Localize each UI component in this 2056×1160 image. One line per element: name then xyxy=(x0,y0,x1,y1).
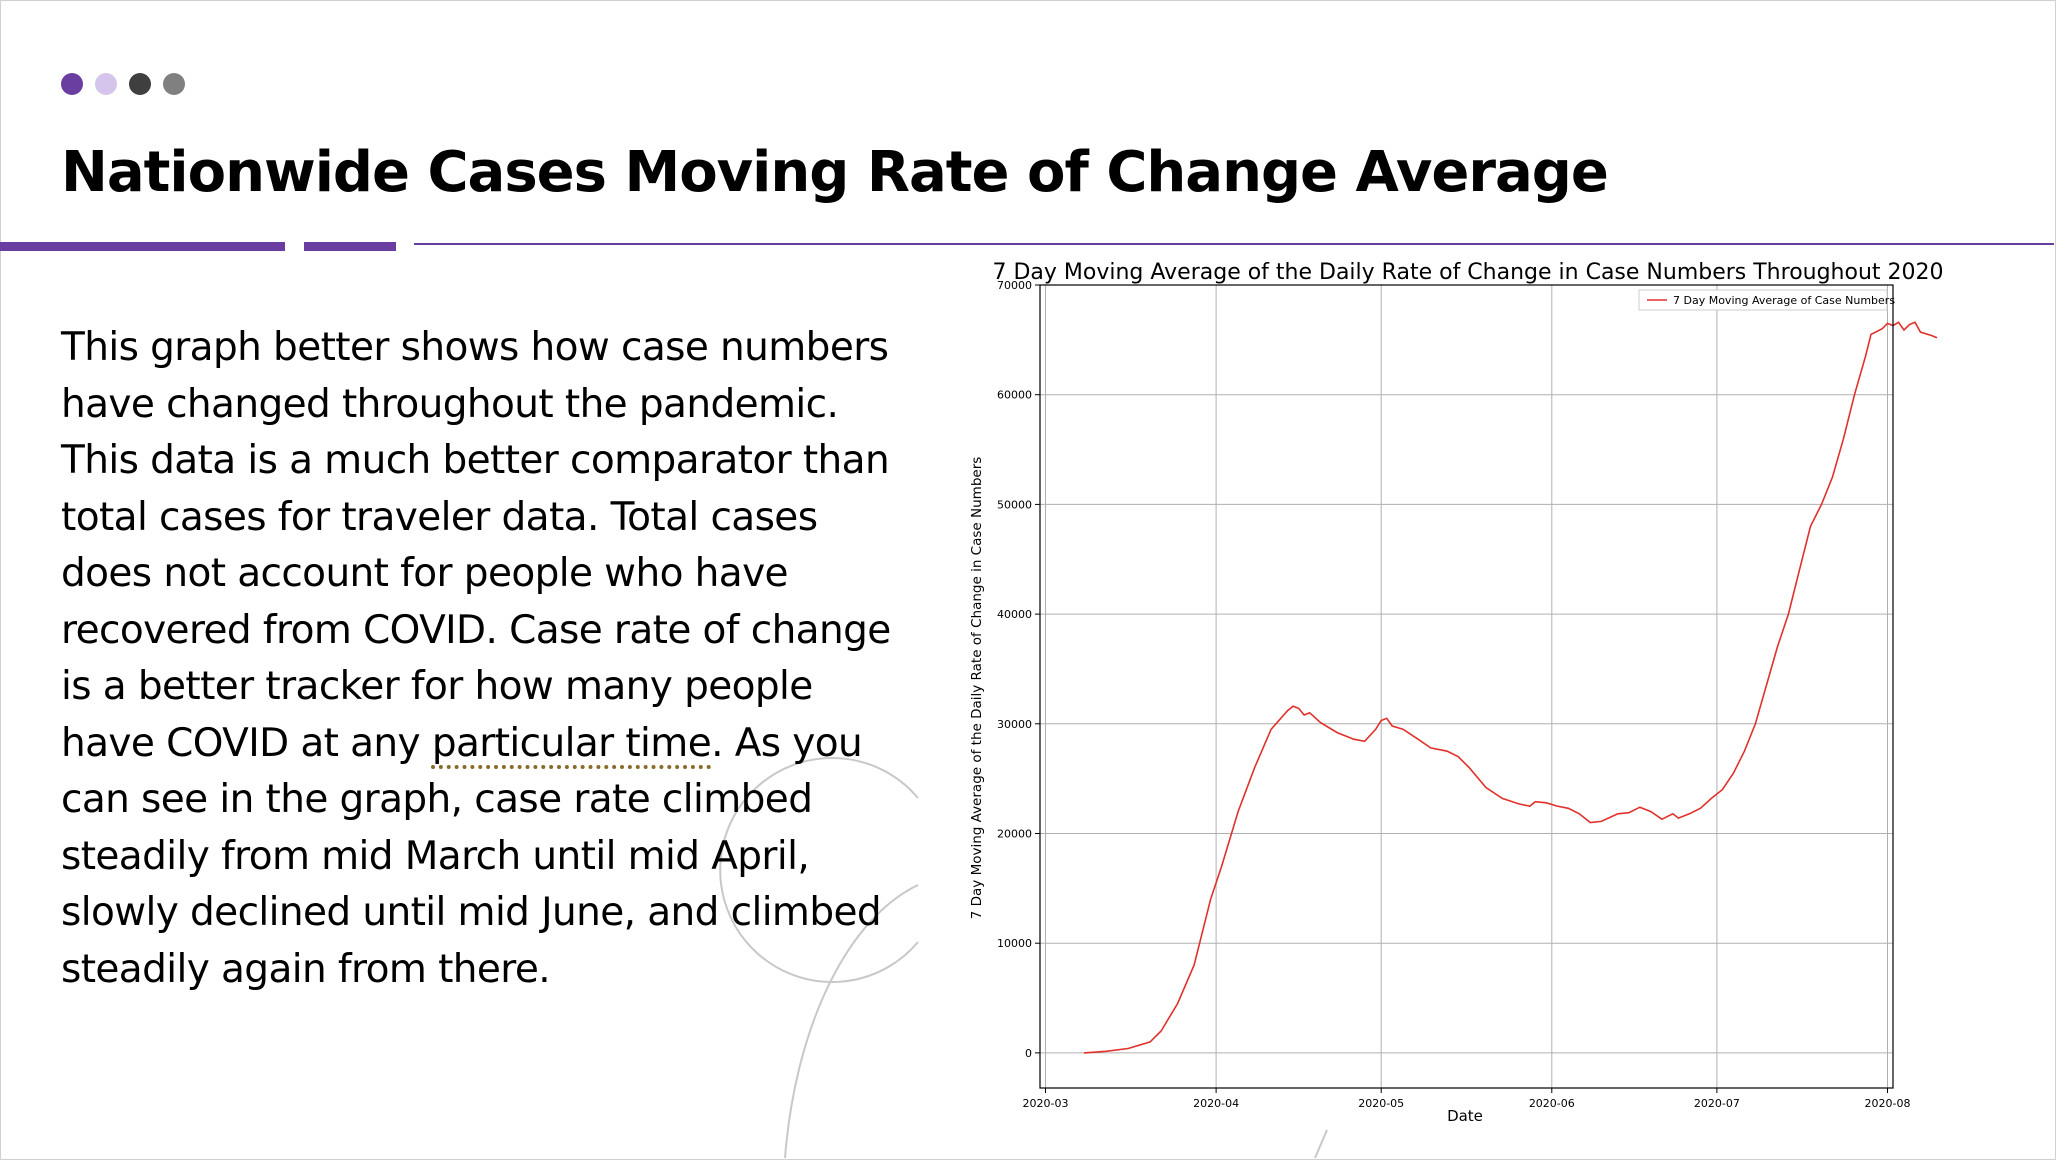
y-tick-label: 20000 xyxy=(997,827,1032,840)
legend-label: 7 Day Moving Average of Case Numbers xyxy=(1673,294,1895,307)
x-tick-label: 2020-08 xyxy=(1865,1097,1911,1110)
y-tick-label: 30000 xyxy=(997,718,1032,731)
accent-rule xyxy=(414,243,2054,245)
slide-body-text: This graph better shows how case numbers… xyxy=(61,320,901,998)
x-tick-label: 2020-05 xyxy=(1358,1097,1404,1110)
y-tick-label: 50000 xyxy=(997,498,1032,511)
chart-grid xyxy=(1040,284,1893,1088)
dot-4 xyxy=(163,73,185,95)
legend-box xyxy=(1638,289,1888,311)
body-text-part-2: . As you can see in the graph, case rate… xyxy=(61,720,882,992)
dot-1 xyxy=(61,73,83,95)
x-tick-label: 2020-04 xyxy=(1193,1097,1239,1110)
dot-3 xyxy=(129,73,151,95)
x-tick-label: 2020-07 xyxy=(1694,1097,1740,1110)
x-tick-label: 2020-03 xyxy=(1023,1097,1069,1110)
accent-bar-1 xyxy=(0,242,285,251)
chart-legend: 7 Day Moving Average of Case Numbers xyxy=(1638,289,1895,311)
series-line-case-rate xyxy=(1083,321,1938,1054)
dot-2 xyxy=(95,73,117,95)
y-axis-ticks: 0 10000 20000 30000 40000 50000 60000 70000 xyxy=(997,279,1040,1060)
x-tick-label: 2020-06 xyxy=(1529,1097,1575,1110)
slide-title: Nationwide Cases Moving Rate of Change A… xyxy=(61,140,1609,205)
plot-area xyxy=(1039,284,1894,1089)
chart-title: 7 Day Moving Average of the Daily Rate o… xyxy=(992,260,1943,285)
y-tick-label: 60000 xyxy=(997,389,1032,402)
y-axis-label: 7 Day Moving Average of the Daily Rate o… xyxy=(969,457,985,920)
accent-bar-2 xyxy=(304,242,396,251)
x-axis-label: Date xyxy=(1447,1107,1483,1125)
body-text-part-1: This graph better shows how case numbers… xyxy=(61,325,891,766)
line-chart: 7 Day Moving Average of the Daily Rate o… xyxy=(969,260,1944,1125)
y-tick-label: 0 xyxy=(1025,1047,1032,1060)
y-tick-label: 70000 xyxy=(997,279,1032,292)
body-text-flagged-phrase: particular time xyxy=(431,720,712,766)
y-tick-label: 10000 xyxy=(997,937,1032,950)
x-axis-ticks: 2020-03 2020-04 2020-05 2020-06 2020-07 2020-… xyxy=(1023,1088,1911,1110)
y-tick-label: 40000 xyxy=(997,608,1032,621)
decorative-dots xyxy=(61,73,185,95)
